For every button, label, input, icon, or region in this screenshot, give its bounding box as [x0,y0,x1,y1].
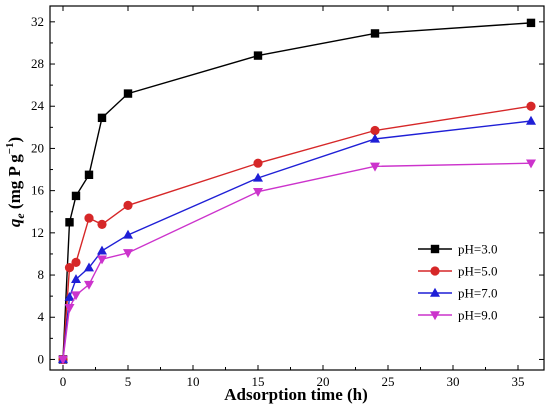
series-line [62,162,532,360]
data-point [64,304,75,313]
data-point [253,187,263,197]
y-axis-label-close: ) [5,137,24,143]
x-tick-label: 20 [317,374,330,389]
x-tick-label: 30 [447,374,460,389]
series-layer [58,18,536,365]
data-point [526,115,536,125]
x-tick-label: 0 [60,374,67,389]
data-point [65,218,74,227]
data-point [370,29,380,38]
x-tick-label: 15 [252,374,265,389]
x-tick-label: 25 [382,374,395,389]
legend-marker [430,244,440,254]
legend-marker [430,266,440,276]
data-point [84,213,94,223]
data-point [97,113,107,123]
data-point [71,291,81,301]
data-point [526,18,536,28]
y-tick-label: 0 [38,351,45,366]
data-point [84,262,94,272]
data-point [370,125,380,136]
data-point [64,292,75,301]
x-tick-label: 5 [125,374,132,389]
x-axis-label: Adsorption time (h) [224,385,368,404]
x-tick-label: 35 [512,374,525,389]
data-point [253,172,263,182]
y-tick-label: 8 [38,267,45,282]
legend-label: pH=7.0 [458,286,497,301]
data-point [123,89,133,98]
y-tick-label: 12 [31,225,44,240]
legend-label: pH=5.0 [458,264,497,279]
data-point [97,245,107,255]
data-point [84,170,94,180]
legend-marker [430,287,440,297]
y-axis-label-subscript: e [13,213,27,219]
legend-marker [430,311,440,321]
series-4 [58,159,536,365]
data-point [97,219,107,229]
data-point [123,200,133,211]
x-tick-label: 10 [187,374,200,389]
data-point [253,51,263,60]
data-point [526,101,536,111]
data-point [123,229,133,239]
legend-item: pH=9.0 [418,308,497,323]
data-point [71,191,81,201]
y-axis-label-unit: (mg P g [5,154,24,214]
y-tick-label: 4 [38,309,45,324]
y-axis-label: qe (mg P g−1) [4,137,27,227]
data-point [97,255,107,265]
data-point [526,159,536,169]
y-tick-label: 16 [31,183,45,198]
data-point [71,274,81,283]
data-point [84,280,94,290]
data-point [64,263,75,273]
legend-item: pH=3.0 [418,242,497,257]
legend-label: pH=9.0 [458,308,497,323]
y-tick-label: 24 [31,98,45,113]
legend-item: pH=7.0 [418,286,497,301]
legend-label: pH=3.0 [458,242,497,257]
y-tick-label: 28 [31,56,44,71]
y-tick-label: 32 [31,14,44,29]
axes: 0 5 10 15 20 25 30 35 0 4 8 12 16 20 24 28 32 [31,5,545,389]
data-point [253,158,263,168]
series-1 [58,18,536,364]
series-2 [58,101,536,365]
legend-item: pH=5.0 [418,264,497,279]
series-line [62,120,532,360]
series-3 [58,115,536,364]
data-point [123,249,133,259]
data-point [58,355,68,365]
data-point [71,257,81,267]
plot-frame [49,5,545,371]
y-tick-label: 20 [31,140,44,155]
data-point [370,133,380,143]
legend: pH=3.0 pH=5.0 pH=7.0 pH=9.0 [418,242,497,323]
y-axis-label-q: q [5,218,24,227]
data-point [370,162,380,172]
y-axis-label-exponent: −1 [4,143,16,155]
